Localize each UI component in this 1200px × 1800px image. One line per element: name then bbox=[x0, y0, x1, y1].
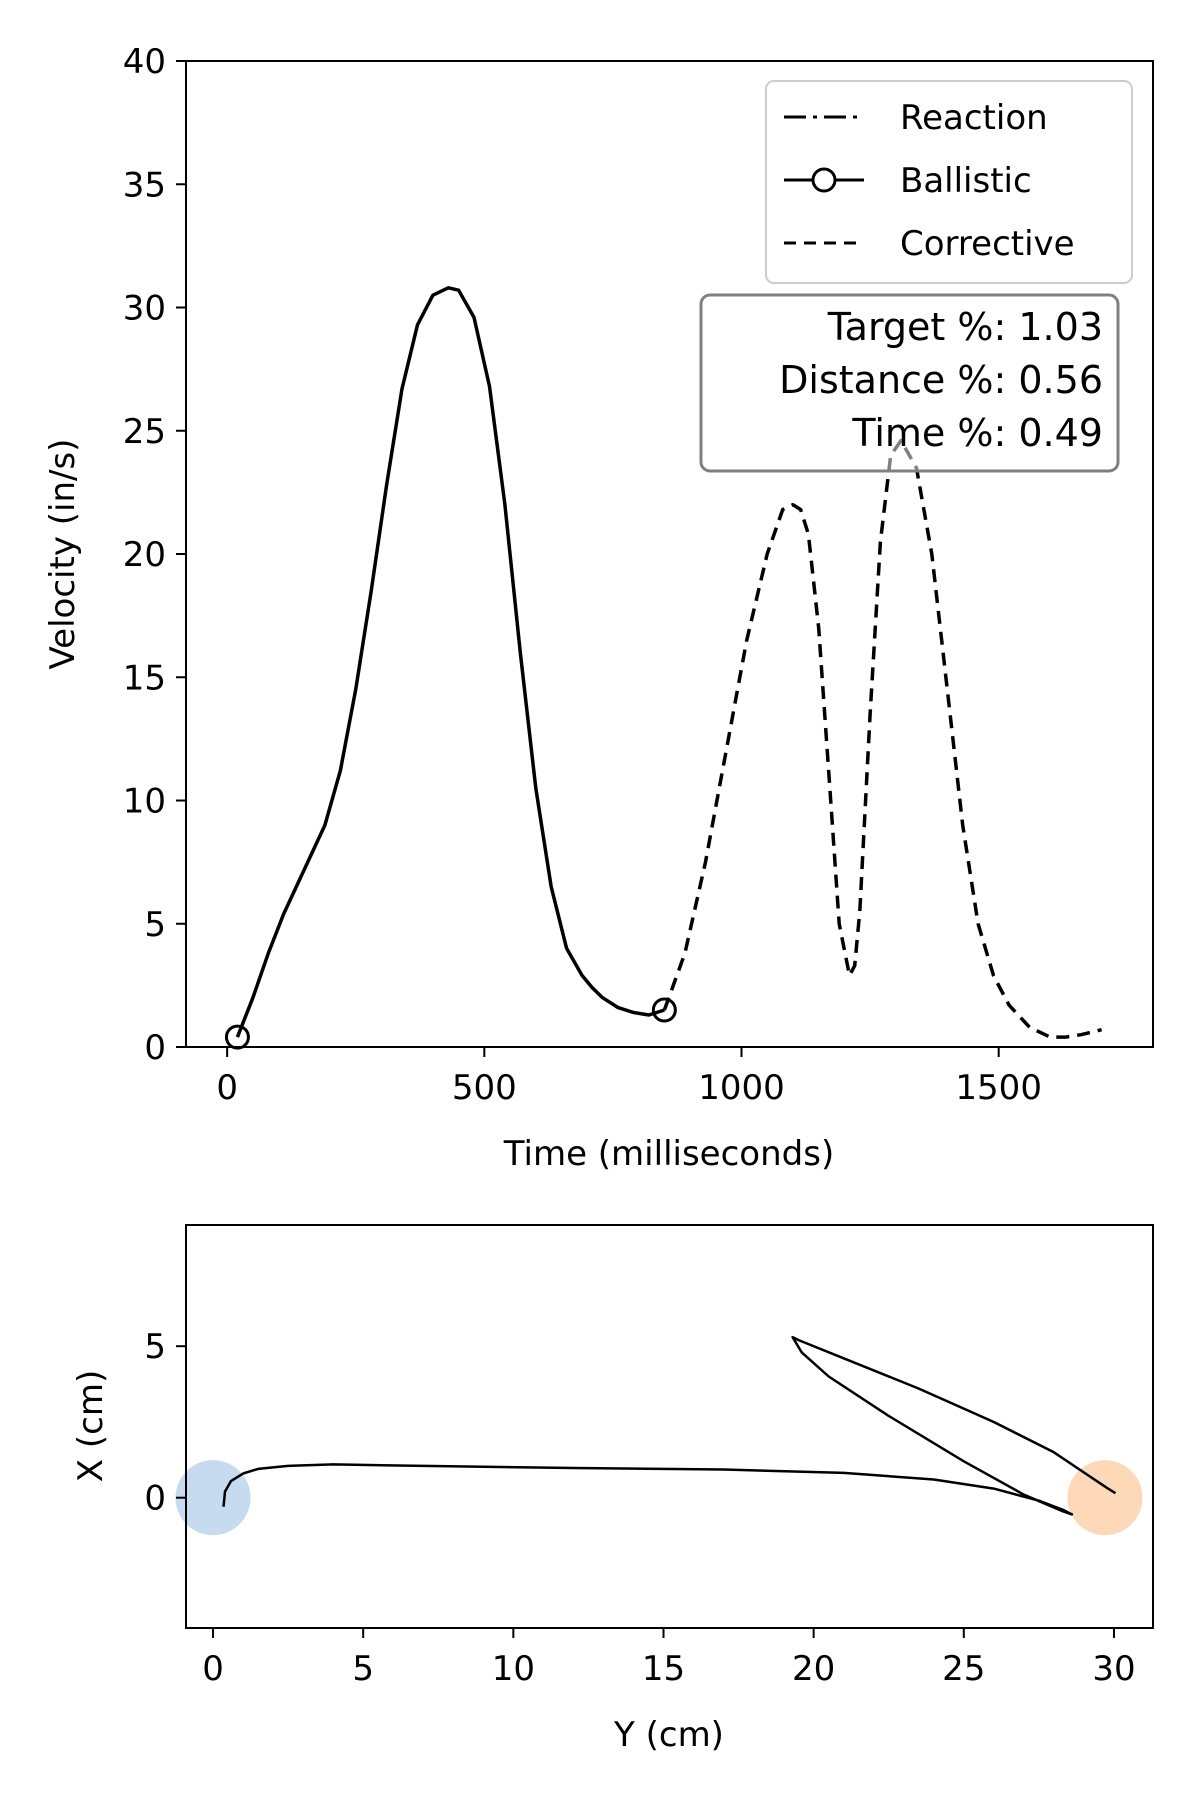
velocity-chart-marks bbox=[224, 286, 1103, 1050]
path-chart: 0 5 10 15 20 25 30 0 5 Y (cm) X (cm) bbox=[71, 1224, 1154, 1755]
ballistic-marker bbox=[224, 1024, 250, 1050]
y-axis-title: Velocity (in/s) bbox=[43, 439, 83, 670]
legend-label-reaction: Reaction bbox=[900, 98, 1048, 138]
velocity-y-tick-label: 20 bbox=[123, 535, 166, 575]
velocity-y-tick-label: 25 bbox=[123, 412, 166, 452]
path-x-tick-label: 20 bbox=[792, 1649, 835, 1689]
velocity-y-tick-label: 5 bbox=[144, 905, 166, 945]
velocity-chart: 0 500 1000 1500 0 5 10 15 20 25 30 35 40 Time (milli… bbox=[43, 42, 1154, 1174]
path-y-tick-label: 0 bbox=[144, 1479, 166, 1519]
annotation-time-percent: Time %: 0.49 bbox=[851, 411, 1103, 455]
velocity-y-tick-label: 30 bbox=[123, 289, 166, 329]
velocity-y-tick-label: 10 bbox=[123, 782, 166, 822]
path-y-axis-title: X (cm) bbox=[71, 1370, 111, 1482]
velocity-y-tick-label: 35 bbox=[123, 165, 166, 205]
legend-label-ballistic: Ballistic bbox=[900, 161, 1032, 201]
path-x-axis-title: Y (cm) bbox=[613, 1715, 724, 1755]
path-x-tick-label: 10 bbox=[492, 1649, 535, 1689]
path-x-tick-label: 0 bbox=[202, 1649, 224, 1689]
legend: Reaction Ballistic Corrective bbox=[765, 80, 1133, 284]
velocity-y-tick-label: 0 bbox=[144, 1028, 166, 1068]
path-chart-ticks: 0 5 10 15 20 25 30 0 5 bbox=[144, 1327, 1135, 1689]
path-x-tick-label: 5 bbox=[352, 1649, 374, 1689]
series-line-ballistic bbox=[235, 286, 665, 1038]
metrics-annotation: Target %: 1.03 Distance %: 0.56 Time %: … bbox=[699, 293, 1120, 473]
metrics-annotation-box bbox=[699, 293, 1120, 473]
x-axis-title: Time (milliseconds) bbox=[503, 1134, 834, 1174]
ballistic-marker bbox=[651, 997, 677, 1023]
velocity-chart-ticks: 0 500 1000 1500 0 5 10 15 20 25 30 35 40 bbox=[123, 42, 1042, 1108]
path-x-tick-label: 15 bbox=[642, 1649, 685, 1689]
legend-box bbox=[765, 80, 1133, 284]
velocity-y-tick-label: 40 bbox=[123, 42, 166, 82]
velocity-x-tick-label: 500 bbox=[452, 1068, 517, 1108]
start-circle bbox=[175, 1460, 251, 1536]
velocity-y-tick-label: 15 bbox=[123, 658, 166, 698]
velocity-x-tick-label: 0 bbox=[216, 1068, 238, 1108]
path-x-tick-label: 30 bbox=[1092, 1649, 1135, 1689]
velocity-x-tick-label: 1000 bbox=[698, 1068, 785, 1108]
legend-marker-ballistic bbox=[811, 167, 837, 193]
annotation-distance-percent: Distance %: 0.56 bbox=[779, 358, 1103, 402]
velocity-x-tick-label: 1500 bbox=[955, 1068, 1042, 1108]
target-circle bbox=[1067, 1460, 1143, 1536]
movement-path bbox=[222, 1335, 1117, 1516]
path-x-tick-label: 25 bbox=[942, 1649, 985, 1689]
legend-label-corrective: Corrective bbox=[900, 224, 1075, 264]
path-y-tick-label: 5 bbox=[144, 1327, 166, 1367]
path-chart-frame bbox=[185, 1224, 1154, 1629]
annotation-target-percent: Target %: 1.03 bbox=[827, 305, 1103, 349]
path-chart-marks bbox=[175, 1335, 1143, 1536]
